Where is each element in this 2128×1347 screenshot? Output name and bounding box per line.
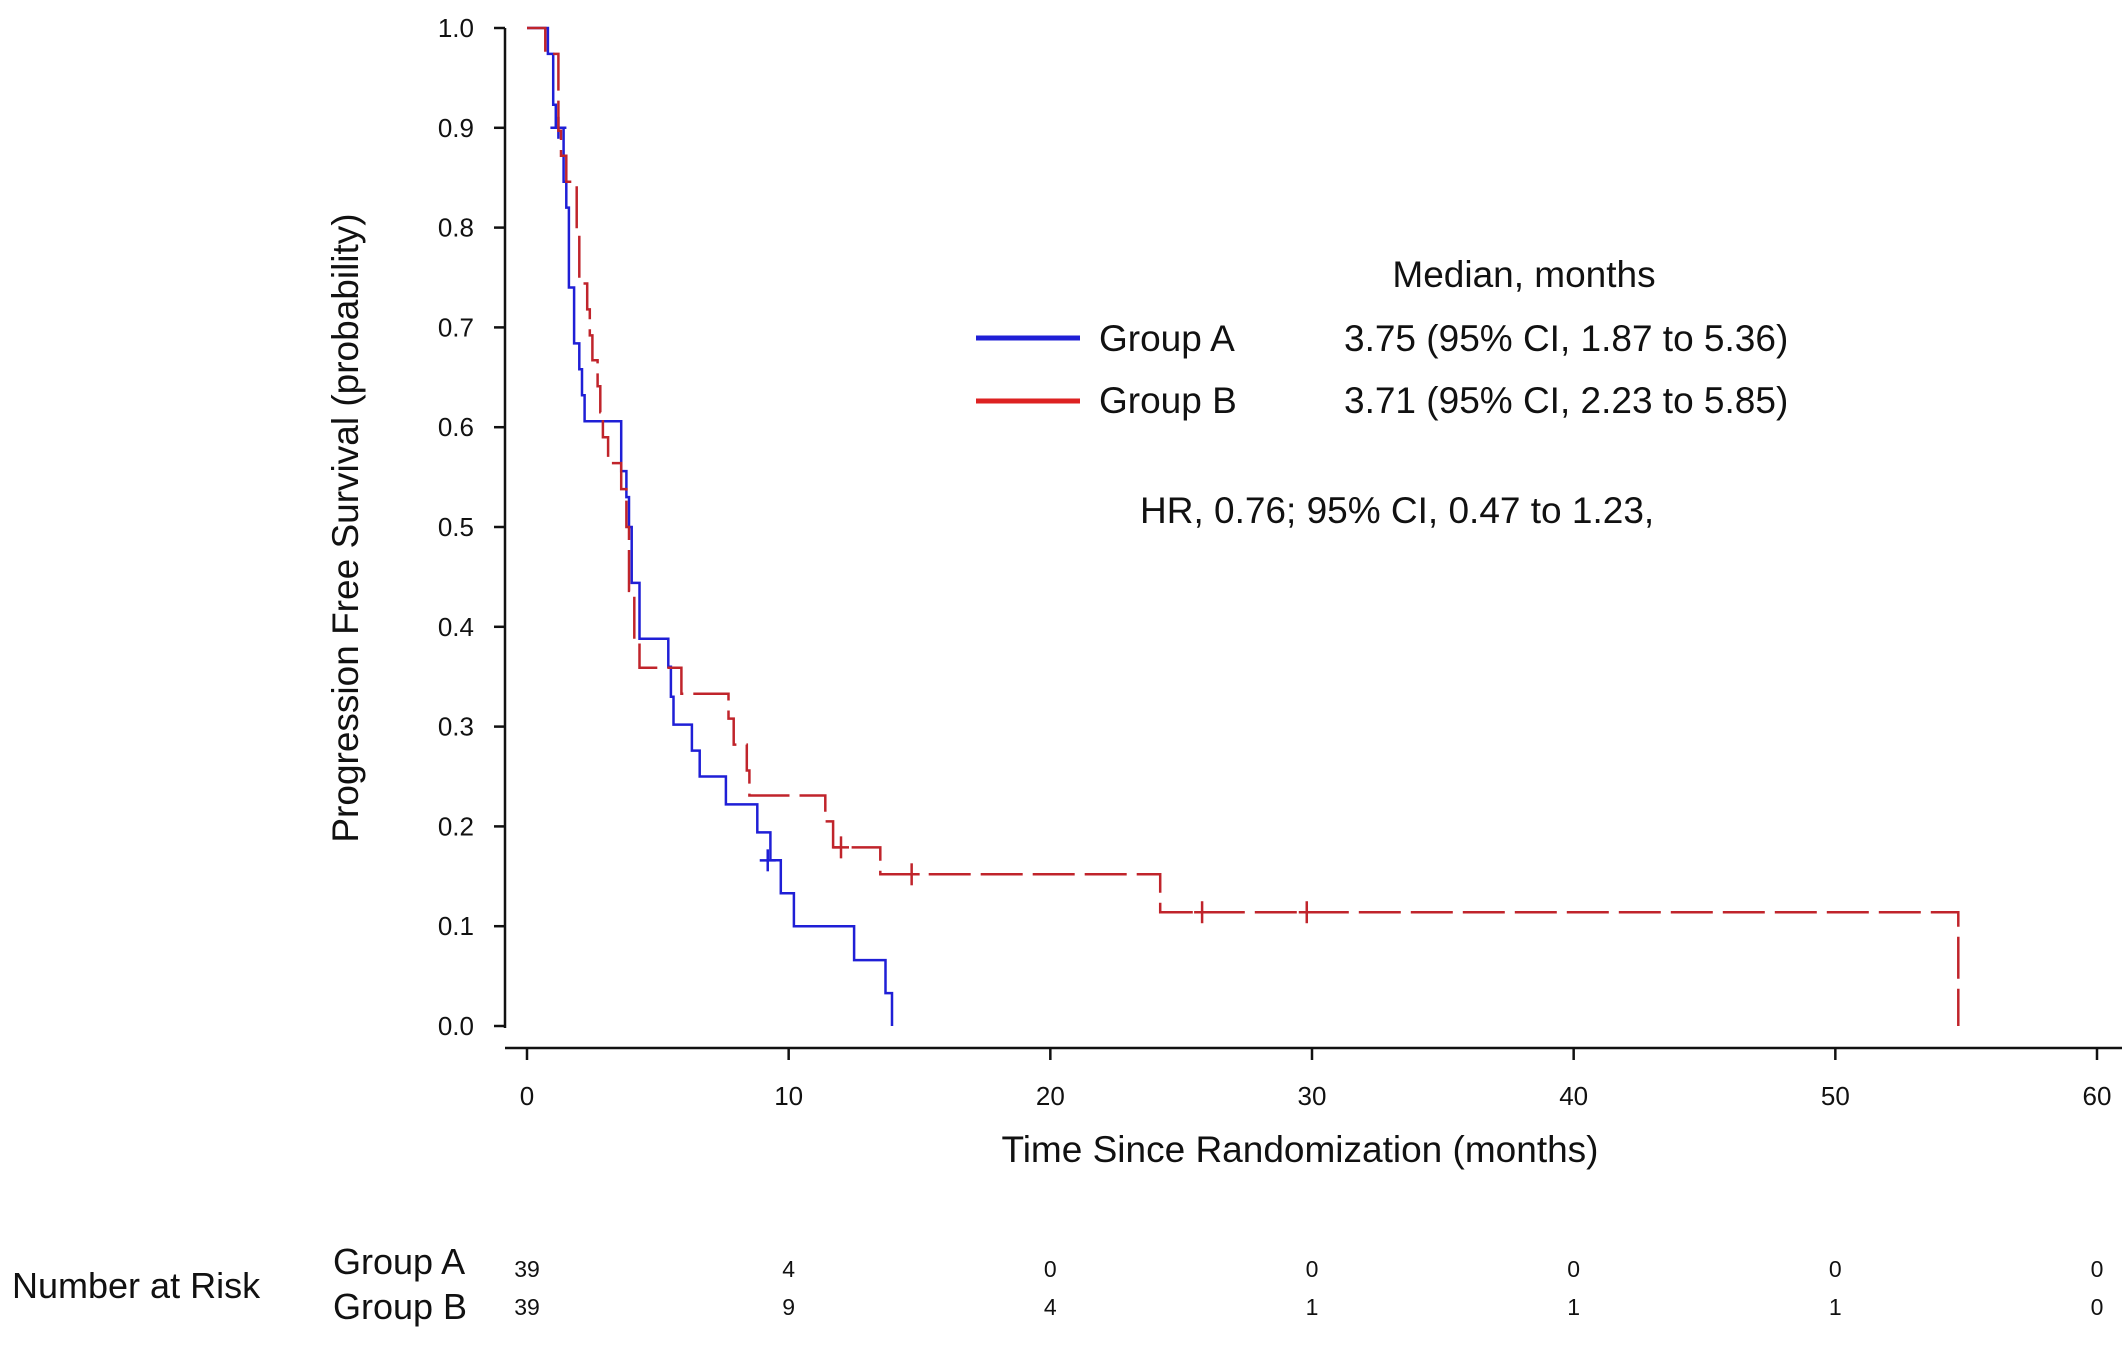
x-axis-title: Time Since Randomization (months): [1001, 1129, 1598, 1170]
legend-header: Median, months: [1392, 254, 1655, 295]
x-tick-label: 30: [1298, 1081, 1327, 1111]
risk-row-label-group-a: Group A: [333, 1241, 465, 1282]
y-tick-label: 0.3: [438, 712, 474, 742]
risk-row-label-group-b: Group B: [333, 1286, 467, 1327]
y-tick-label: 0.5: [438, 512, 474, 542]
y-tick-label: 0.9: [438, 113, 474, 143]
y-axis-title: Progression Free Survival (probability): [325, 213, 366, 842]
y-tick-label: 1.0: [438, 13, 474, 43]
risk-value: 39: [514, 1256, 540, 1282]
risk-value: 0: [2091, 1294, 2104, 1320]
axes: [503, 28, 2122, 1050]
risk-value: 1: [1829, 1294, 1842, 1320]
risk-values: 39 4 0 0 0 0 0 39 9 4 1 1 1 0: [514, 1256, 2103, 1320]
hazard-ratio-text: HR, 0.76; 95% CI, 0.47 to 1.23,: [1140, 490, 1654, 531]
legend-label-group-b: Group B: [1099, 380, 1237, 421]
risk-value: 0: [1306, 1256, 1319, 1282]
y-tick-label: 0.4: [438, 612, 474, 642]
legend-label-group-a: Group A: [1099, 318, 1235, 359]
risk-value: 4: [782, 1256, 795, 1282]
y-ticks: 0.0 0.1 0.2 0.3 0.4 0.5 0.6 0.7 0.8 0.9 1.0: [438, 13, 505, 1041]
risk-value: 1: [1306, 1294, 1319, 1320]
risk-value: 9: [782, 1294, 795, 1320]
risk-value: 1: [1567, 1294, 1580, 1320]
legend-median-group-b: 3.71 (95% CI, 2.23 to 5.85): [1344, 380, 1788, 421]
risk-table: Number at Risk Group A Group B 39 4 0 0 0 0 03…: [12, 1241, 2103, 1327]
series-line-group-b: [527, 26, 1960, 1026]
x-tick-label: 10: [774, 1081, 803, 1111]
legend-median-group-a: 3.75 (95% CI, 1.87 to 5.36): [1344, 318, 1788, 359]
y-tick-label: 0.2: [438, 811, 474, 841]
y-tick-label: 0.6: [438, 412, 474, 442]
risk-value: 0: [1829, 1256, 1842, 1282]
legend: Median, months Group A 3.75 (95% CI, 1.8…: [976, 254, 1788, 531]
y-tick-label: 0.8: [438, 213, 474, 243]
risk-table-title: Number at Risk: [12, 1265, 261, 1306]
risk-value: 0: [2091, 1256, 2104, 1282]
y-tick-label: 0.0: [438, 1011, 474, 1041]
risk-value: 0: [1567, 1256, 1580, 1282]
x-tick-label: 20: [1036, 1081, 1065, 1111]
series-line-group-a: [527, 26, 894, 1026]
x-tick-label: 40: [1559, 1081, 1588, 1111]
x-tick-label: 60: [2083, 1081, 2112, 1111]
x-tick-label: 50: [1821, 1081, 1850, 1111]
risk-value: 4: [1044, 1294, 1057, 1320]
y-tick-label: 0.1: [438, 911, 474, 941]
risk-value: 39: [514, 1294, 540, 1320]
risk-value: 0: [1044, 1256, 1057, 1282]
x-ticks: 0 10 20 30 40 50 60: [520, 1048, 2112, 1111]
y-tick-label: 0.7: [438, 312, 474, 342]
x-tick-label: 0: [520, 1081, 534, 1111]
series-layer: [527, 26, 1960, 1026]
